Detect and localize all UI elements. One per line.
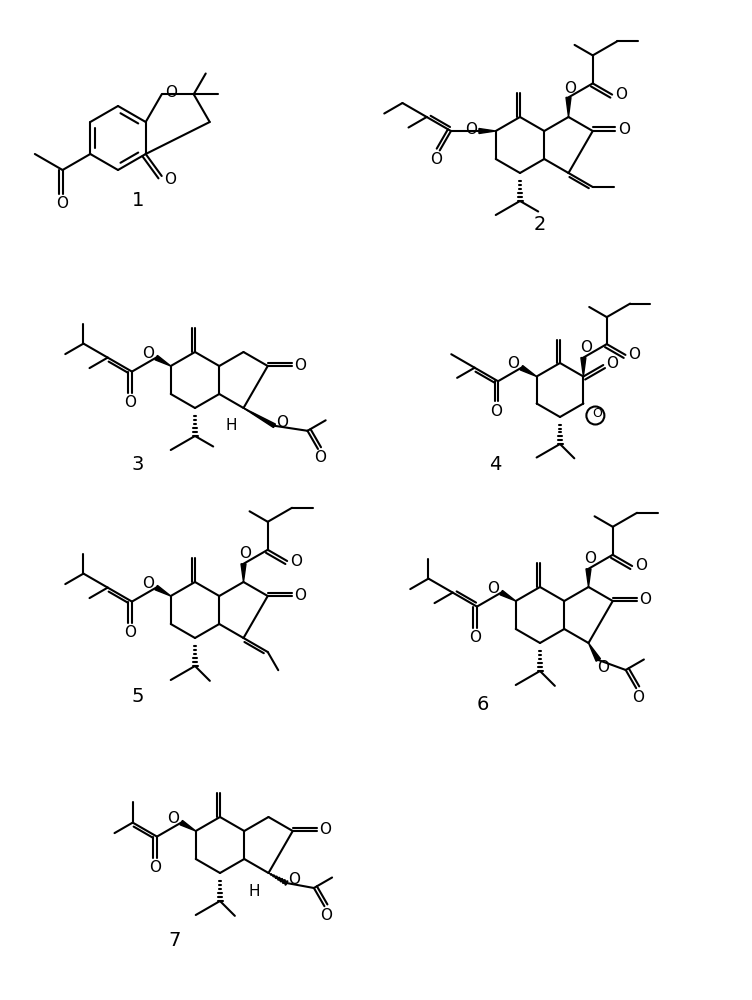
Text: O: O — [615, 87, 627, 102]
Text: O: O — [149, 860, 161, 875]
Polygon shape — [180, 820, 196, 831]
Text: O: O — [490, 404, 502, 419]
Text: O: O — [581, 340, 593, 355]
Text: O: O — [295, 358, 307, 372]
Text: O: O — [320, 822, 332, 838]
Text: O: O — [593, 407, 602, 420]
Polygon shape — [589, 643, 600, 661]
Text: O: O — [142, 346, 154, 361]
Text: O: O — [565, 81, 577, 96]
Polygon shape — [581, 358, 586, 376]
Text: O: O — [635, 558, 647, 574]
Polygon shape — [500, 590, 516, 601]
Text: O: O — [142, 576, 154, 591]
Text: O: O — [320, 908, 332, 923]
Text: 4: 4 — [489, 456, 501, 475]
Text: O: O — [508, 356, 520, 371]
Text: O: O — [465, 122, 477, 137]
Text: O: O — [167, 811, 179, 826]
Text: O: O — [597, 660, 609, 675]
Text: O: O — [639, 592, 651, 607]
Polygon shape — [479, 128, 496, 133]
Text: H: H — [249, 884, 260, 898]
Text: O: O — [314, 450, 326, 465]
Polygon shape — [520, 366, 537, 376]
Text: O: O — [124, 625, 136, 640]
Text: O: O — [584, 551, 596, 566]
Text: O: O — [164, 172, 176, 186]
Text: H: H — [226, 418, 237, 434]
Text: O: O — [277, 415, 289, 430]
Text: 2: 2 — [534, 216, 546, 234]
Text: 1: 1 — [132, 190, 144, 210]
Text: 7: 7 — [168, 930, 181, 950]
Text: O: O — [606, 356, 618, 371]
Text: O: O — [124, 395, 136, 410]
Text: O: O — [629, 347, 641, 362]
Polygon shape — [268, 873, 287, 884]
Text: O: O — [487, 581, 499, 596]
Text: O: O — [295, 587, 307, 602]
Text: O: O — [632, 690, 644, 705]
Text: O: O — [618, 122, 630, 137]
Text: O: O — [239, 546, 251, 561]
Text: 6: 6 — [477, 696, 490, 714]
Polygon shape — [586, 569, 591, 587]
Polygon shape — [566, 97, 571, 117]
Text: O: O — [469, 630, 481, 645]
Polygon shape — [155, 355, 171, 366]
Polygon shape — [155, 585, 171, 596]
Polygon shape — [241, 564, 246, 582]
Text: O: O — [56, 196, 68, 211]
Text: O: O — [165, 85, 177, 100]
Text: O: O — [289, 872, 301, 888]
Text: 5: 5 — [132, 688, 144, 706]
Text: O: O — [290, 554, 302, 568]
Text: 3: 3 — [132, 456, 144, 475]
Polygon shape — [244, 408, 275, 428]
Text: O: O — [429, 152, 441, 167]
